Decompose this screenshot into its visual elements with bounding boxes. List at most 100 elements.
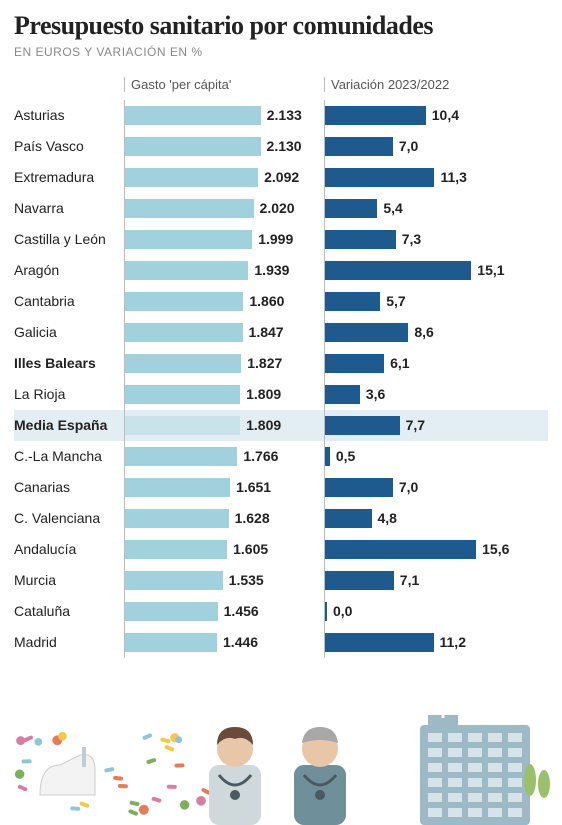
variation-cell: 5,4: [324, 193, 548, 224]
percapita-cell: 1.651: [124, 472, 324, 503]
variation-value: 11,3: [440, 169, 466, 185]
row-label: Media España: [14, 417, 124, 433]
variation-cell: 8,6: [324, 317, 548, 348]
percapita-bar: [125, 416, 240, 435]
percapita-cell: 2.092: [124, 162, 324, 193]
percapita-value: 1.860: [249, 293, 284, 309]
percapita-cell: 1.446: [124, 627, 324, 658]
row-label: Galicia: [14, 324, 124, 340]
percapita-cell: 1.809: [124, 379, 324, 410]
percapita-cell: 1.535: [124, 565, 324, 596]
row-label: C.-La Mancha: [14, 448, 124, 464]
variation-cell: 7,0: [324, 472, 548, 503]
chart-row: La Rioja 1.809 3,6: [14, 379, 548, 410]
variation-bar: [325, 199, 377, 218]
percapita-bar: [125, 385, 240, 404]
percapita-cell: 2.133: [124, 100, 324, 131]
variation-bar: [325, 447, 330, 466]
variation-bar: [325, 416, 400, 435]
percapita-value: 1.446: [223, 634, 258, 650]
percapita-value: 2.092: [264, 169, 299, 185]
variation-value: 15,1: [477, 262, 504, 278]
percapita-cell: 1.860: [124, 286, 324, 317]
percapita-value: 1.939: [254, 262, 289, 278]
percapita-bar: [125, 602, 218, 621]
variation-bar: [325, 106, 426, 125]
variation-bar: [325, 323, 408, 342]
chart-row: Extremadura 2.092 11,3: [14, 162, 548, 193]
percapita-bar: [125, 199, 254, 218]
percapita-bar: [125, 540, 227, 559]
percapita-cell: 1.939: [124, 255, 324, 286]
variation-cell: 5,7: [324, 286, 548, 317]
chart-row: Madrid 1.446 11,2: [14, 627, 548, 658]
variation-cell: 15,6: [324, 534, 548, 565]
variation-cell: 0,5: [324, 441, 548, 472]
row-label: Canarias: [14, 479, 124, 495]
chart-row: C. Valenciana1.6284,8: [14, 503, 548, 534]
row-label: Murcia: [14, 572, 124, 588]
chart-row: Cantabria 1.860 5,7: [14, 286, 548, 317]
variation-value: 8,6: [414, 324, 433, 340]
column-headers: Gasto 'per cápita' Variación 2023/2022: [14, 77, 548, 92]
variation-cell: 3,6: [324, 379, 548, 410]
percapita-cell: 2.020: [124, 193, 324, 224]
variation-value: 7,1: [400, 572, 419, 588]
percapita-value: 2.133: [267, 107, 302, 123]
chart-row: País Vasco2.1307,0: [14, 131, 548, 162]
percapita-value: 1.809: [246, 386, 281, 402]
percapita-value: 2.130: [267, 138, 302, 154]
variation-bar: [325, 292, 380, 311]
variation-cell: 11,3: [324, 162, 548, 193]
variation-value: 4,8: [378, 510, 397, 526]
variation-cell: 11,2: [324, 627, 548, 658]
row-label: Madrid: [14, 634, 124, 650]
percapita-bar: [125, 571, 223, 590]
chart-rows: Asturias2.13310,4País Vasco2.1307,0Extre…: [14, 100, 548, 658]
percapita-cell: 1.847: [124, 317, 324, 348]
variation-cell: 0,0: [324, 596, 548, 627]
variation-cell: 10,4: [324, 100, 548, 131]
variation-value: 15,6: [482, 541, 509, 557]
variation-value: 5,4: [383, 200, 402, 216]
variation-value: 6,1: [390, 355, 409, 371]
variation-bar: [325, 385, 360, 404]
variation-value: 5,7: [386, 293, 405, 309]
chart-row: Illes Balears1.8276,1: [14, 348, 548, 379]
variation-value: 7,0: [399, 479, 418, 495]
variation-value: 7,7: [406, 417, 425, 433]
percapita-bar: [125, 292, 243, 311]
row-label: Aragón: [14, 262, 124, 278]
variation-bar: [325, 602, 327, 621]
variation-cell: 6,1: [324, 348, 548, 379]
row-label: La Rioja: [14, 386, 124, 402]
percapita-bar: [125, 447, 237, 466]
variation-bar: [325, 509, 372, 528]
variation-cell: 7,1: [324, 565, 548, 596]
variation-bar: [325, 354, 384, 373]
percapita-value: 1.847: [249, 324, 284, 340]
variation-value: 10,4: [432, 107, 459, 123]
variation-bar: [325, 571, 394, 590]
row-label: Extremadura: [14, 169, 124, 185]
percapita-bar: [125, 478, 230, 497]
chart: Gasto 'per cápita' Variación 2023/2022 A…: [14, 77, 548, 658]
variation-value: 7,3: [402, 231, 421, 247]
row-label: Cataluña: [14, 603, 124, 619]
chart-row: Castilla y León1.9997,3: [14, 224, 548, 255]
chart-subtitle: EN EUROS Y VARIACIÓN EN %: [14, 45, 548, 59]
percapita-cell: 1.628: [124, 503, 324, 534]
chart-row: Murcia1.535 7,1: [14, 565, 548, 596]
percapita-bar: [125, 633, 217, 652]
percapita-bar: [125, 230, 252, 249]
percapita-cell: 1.456: [124, 596, 324, 627]
percapita-cell: 1.999: [124, 224, 324, 255]
percapita-value: 1.651: [236, 479, 271, 495]
chart-row: Asturias2.13310,4: [14, 100, 548, 131]
percapita-value: 1.628: [235, 510, 270, 526]
variation-cell: 7,7: [324, 410, 548, 441]
row-label: Cantabria: [14, 293, 124, 309]
chart-row: Canarias 1.651 7,0: [14, 472, 548, 503]
percapita-bar: [125, 354, 241, 373]
percapita-bar: [125, 106, 261, 125]
